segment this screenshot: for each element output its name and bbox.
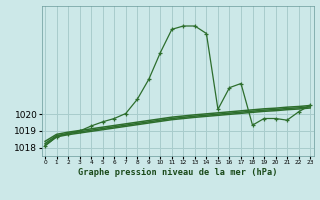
X-axis label: Graphe pression niveau de la mer (hPa): Graphe pression niveau de la mer (hPa): [78, 168, 277, 177]
